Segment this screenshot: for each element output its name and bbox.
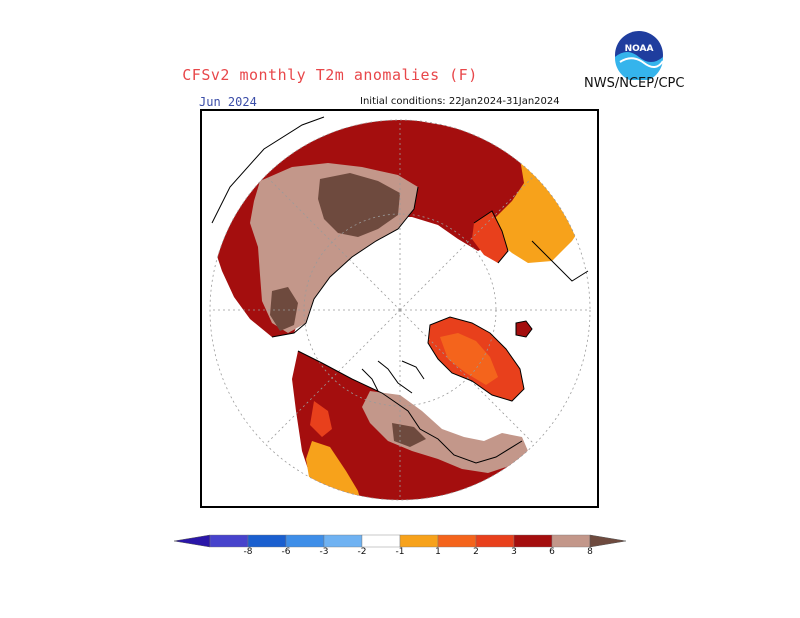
colorbar-bin (551, 534, 591, 548)
initial-conditions: Initial conditions: 22Jan2024-31Jan2024 (360, 96, 560, 107)
region-canada-strong-warm (362, 391, 528, 473)
colorbar-bin (323, 534, 363, 548)
colorbar-bin (247, 534, 287, 548)
colorbar-bin (399, 534, 439, 548)
colorbar-bin (209, 534, 249, 548)
colorbar-arrow-max (589, 534, 627, 548)
colorbar-bin (285, 534, 325, 548)
colorbar-tick-label: 2 (473, 547, 479, 557)
colorbar-bin (437, 534, 477, 548)
region-europe-red (472, 211, 508, 263)
colorbar-bin (361, 534, 401, 548)
colorbar-tick-label: 6 (549, 547, 555, 557)
colorbar-tick-label: -1 (395, 547, 405, 557)
colorbar-arrow-min (173, 534, 211, 548)
colorbar-tick-label: 1 (435, 547, 441, 557)
region-siberia-core-max (318, 173, 400, 237)
colorbar-bin (513, 534, 553, 548)
colorbar-tick-label: -8 (243, 547, 253, 557)
region-us-red-orange (310, 401, 332, 437)
agency-label: NWS/NCEP/CPC (584, 76, 685, 91)
region-europe-orange (494, 141, 584, 263)
region-siberia-patch (270, 287, 298, 331)
colorbar-bin (475, 534, 515, 548)
colorbar-tick-label: -3 (319, 547, 329, 557)
polar-map (209, 116, 591, 501)
map-frame (200, 109, 599, 508)
region-iceland (516, 321, 532, 337)
colorbar (173, 534, 627, 548)
colorbar-tick-label: 3 (511, 547, 517, 557)
coastlines (211, 116, 589, 464)
map-content (212, 120, 584, 500)
logo-text: NOAA (625, 44, 654, 54)
valid-month: Jun 2024 (199, 95, 257, 109)
colorbar-tick-label: -2 (357, 547, 367, 557)
chart-title: CFSv2 monthly T2m anomalies (F) (182, 66, 478, 84)
colorbar-tick-label: 8 (587, 547, 593, 557)
noaa-logo: NOAA (615, 31, 664, 80)
colorbar-tick-label: -6 (281, 547, 291, 557)
region-canada-core (392, 423, 426, 447)
region-greenland-inner (440, 333, 498, 385)
